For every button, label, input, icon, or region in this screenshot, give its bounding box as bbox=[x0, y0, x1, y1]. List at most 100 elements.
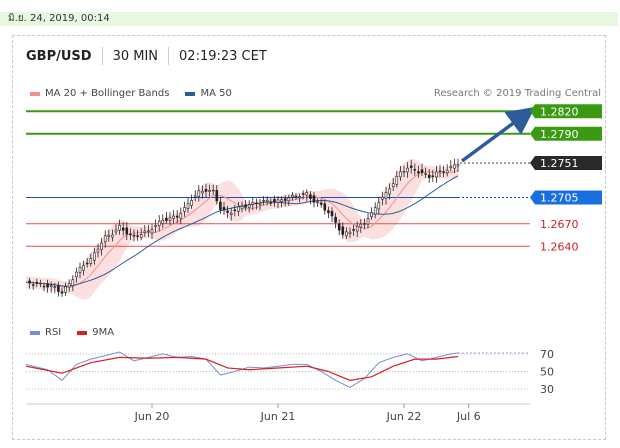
candle bbox=[406, 162, 409, 178]
candle-body bbox=[265, 199, 269, 202]
candle bbox=[31, 281, 35, 290]
candle bbox=[420, 163, 424, 176]
candle bbox=[355, 221, 359, 237]
candle-body bbox=[291, 194, 294, 198]
candle bbox=[345, 227, 348, 239]
candle-body bbox=[35, 281, 39, 284]
candle-body bbox=[406, 167, 409, 173]
legend-item-ma50: MA 50 bbox=[185, 88, 232, 99]
candle-body bbox=[301, 193, 305, 195]
header-divider bbox=[101, 47, 103, 65]
candle bbox=[57, 281, 60, 297]
candle bbox=[373, 202, 377, 219]
candle-body bbox=[330, 210, 334, 217]
candle-body bbox=[103, 235, 107, 243]
price-label-text: 1.2705 bbox=[540, 192, 579, 205]
candle bbox=[316, 198, 319, 207]
rsi-tick-label: 30 bbox=[540, 383, 554, 396]
candle bbox=[258, 199, 262, 211]
candle-body bbox=[334, 216, 337, 223]
candle bbox=[438, 164, 442, 178]
candle-body bbox=[327, 210, 330, 214]
price-label-box bbox=[530, 190, 602, 205]
candle bbox=[150, 223, 154, 239]
candle-body bbox=[337, 223, 341, 231]
candle bbox=[157, 215, 161, 232]
candle-body bbox=[273, 199, 276, 203]
main-legend: MA 20 + Bollinger Bands MA 50 bbox=[30, 88, 248, 99]
candle-body bbox=[154, 225, 157, 227]
candle bbox=[197, 185, 201, 202]
candle bbox=[226, 205, 229, 219]
candle bbox=[427, 169, 431, 183]
candle bbox=[305, 189, 309, 202]
candle-body bbox=[312, 195, 316, 203]
candle bbox=[262, 196, 265, 206]
candle bbox=[85, 258, 89, 268]
candle-body bbox=[125, 227, 129, 235]
candle bbox=[60, 287, 64, 298]
candle bbox=[161, 214, 165, 229]
candle-body bbox=[276, 199, 280, 203]
candle bbox=[190, 194, 193, 209]
candle-body bbox=[442, 171, 445, 173]
candle bbox=[280, 196, 283, 208]
candle bbox=[89, 253, 93, 267]
legend-label-9ma: 9MA bbox=[92, 327, 115, 338]
candle bbox=[186, 197, 190, 213]
price-label-box bbox=[530, 104, 602, 119]
candle bbox=[402, 165, 406, 178]
candle bbox=[348, 227, 352, 239]
candle bbox=[204, 183, 208, 198]
candle bbox=[154, 219, 157, 233]
price-label-1.2820: 1.2820 bbox=[530, 104, 602, 119]
candle bbox=[219, 196, 222, 214]
candle bbox=[294, 193, 298, 200]
candle bbox=[381, 191, 384, 206]
candle bbox=[143, 225, 147, 237]
candle bbox=[175, 210, 179, 224]
candle bbox=[71, 275, 75, 292]
legend-swatch-bollinger bbox=[30, 91, 40, 96]
candle bbox=[449, 160, 453, 172]
price-label-box bbox=[530, 126, 602, 141]
candle-body bbox=[417, 171, 420, 174]
rsi-tick-label: 70 bbox=[540, 348, 554, 361]
candle-body bbox=[445, 169, 449, 174]
candle bbox=[46, 279, 49, 293]
candle-body bbox=[211, 189, 215, 192]
candle-body bbox=[49, 285, 53, 288]
legend-item-9ma: 9MA bbox=[77, 327, 114, 338]
candle-body bbox=[319, 202, 323, 205]
candle-body bbox=[229, 212, 233, 215]
candle-body bbox=[269, 202, 273, 204]
candle bbox=[442, 165, 445, 178]
candle-body bbox=[132, 234, 136, 237]
candle-body bbox=[107, 234, 111, 237]
candle-body bbox=[352, 229, 355, 231]
timeframe-label: 30 MIN bbox=[112, 48, 159, 64]
candle bbox=[424, 167, 427, 179]
candle bbox=[456, 158, 460, 172]
candle bbox=[35, 278, 39, 288]
candle-body bbox=[399, 171, 402, 178]
candle-body bbox=[28, 280, 31, 284]
candle bbox=[287, 194, 291, 206]
candle bbox=[388, 183, 391, 200]
candle bbox=[431, 169, 435, 183]
candle-body bbox=[96, 248, 100, 253]
legend-label-bollinger: MA 20 + Bollinger Bands bbox=[45, 88, 170, 99]
candle-body bbox=[377, 202, 381, 210]
candle-body bbox=[413, 169, 417, 171]
date-time-text: มิ.ย. 24, 2019, 00:14 bbox=[8, 13, 110, 24]
candle bbox=[319, 199, 323, 208]
candle bbox=[93, 247, 96, 265]
candle bbox=[312, 192, 316, 208]
candle-body bbox=[309, 194, 312, 199]
candle-body bbox=[262, 200, 265, 202]
candle-body bbox=[172, 215, 175, 219]
candle-body bbox=[165, 217, 168, 221]
candle-body bbox=[186, 202, 190, 209]
candle-body bbox=[67, 283, 71, 288]
candle bbox=[75, 267, 78, 283]
